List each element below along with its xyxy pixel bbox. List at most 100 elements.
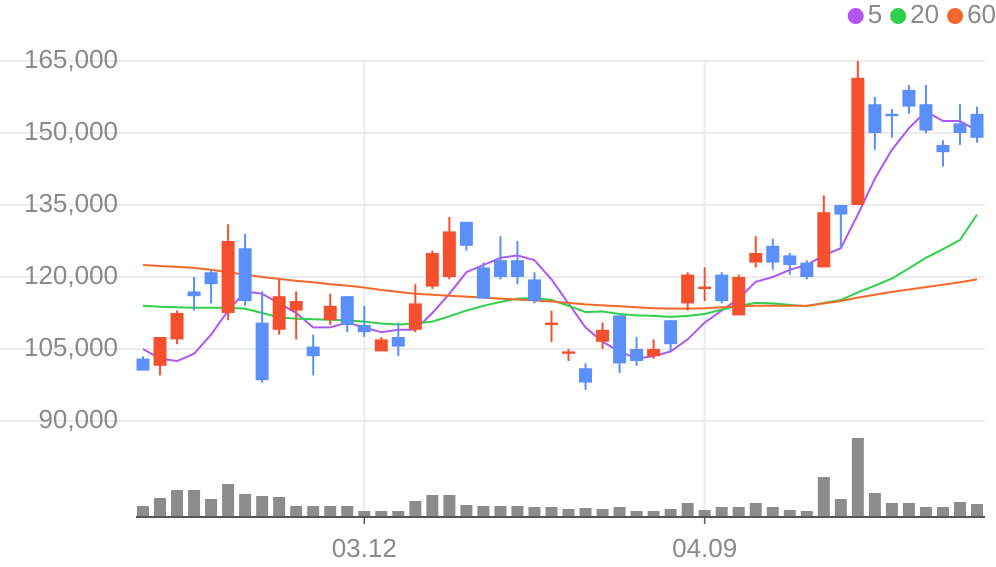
y-tick-label: 150,000 [24, 116, 118, 146]
y-tick-label: 105,000 [24, 332, 118, 362]
volume-bar [681, 503, 694, 517]
candle-body [732, 277, 746, 316]
candle-body [221, 241, 235, 313]
candle-body [289, 301, 303, 311]
legend-label: 60 [967, 0, 996, 29]
y-tick-label: 90,000 [38, 404, 118, 434]
candle-body [562, 351, 576, 354]
candle-body [255, 322, 269, 381]
candle-body [936, 145, 950, 153]
candle-body [715, 274, 729, 301]
legend-label: 5 [868, 0, 882, 29]
legend-label: 20 [910, 0, 939, 29]
candle-body [238, 248, 252, 301]
candle-body [323, 305, 337, 321]
volume-bar [324, 506, 337, 517]
volume-bar [562, 509, 575, 517]
candle-body [902, 89, 916, 107]
volume-bar [766, 507, 779, 517]
candle-body [527, 279, 541, 301]
candle-body [817, 212, 831, 268]
volume-bar [239, 494, 252, 517]
candle-body [272, 296, 286, 330]
volume-bar [630, 511, 643, 517]
candle-body [476, 267, 490, 299]
volume-bar [256, 496, 269, 517]
candle-body [664, 320, 678, 345]
volume-bar [596, 509, 609, 517]
volume-bar [868, 493, 881, 517]
volume-bar [188, 490, 201, 517]
candle-body [630, 349, 644, 361]
volume-bar [919, 507, 932, 517]
candle-body [596, 329, 610, 342]
ma-line [142, 214, 978, 326]
volume-bar [477, 506, 490, 517]
volume-bar [664, 509, 677, 517]
candle-body [170, 313, 184, 340]
candle-body [953, 123, 967, 133]
candle-body [766, 245, 780, 263]
volume-bar [902, 503, 915, 517]
volume-bar [137, 506, 149, 517]
candle-body [868, 104, 882, 133]
volume-bar [290, 506, 303, 517]
candle-body [425, 253, 439, 287]
candle-body [187, 291, 201, 297]
volume-bar [494, 506, 507, 517]
volume-bar [205, 499, 218, 517]
volume-bar [817, 477, 830, 517]
candle-body [306, 346, 320, 357]
volume-bar [375, 511, 388, 517]
volume-bar [222, 484, 235, 517]
x-tick-label: 04.09 [672, 533, 737, 563]
volume-bar [936, 507, 949, 517]
legend-marker [890, 8, 907, 24]
candle-body [698, 286, 712, 289]
candle-body [681, 274, 695, 304]
y-tick-label: 135,000 [24, 188, 118, 218]
candle-body [613, 315, 627, 364]
volume-bar [715, 507, 728, 517]
volume-bar [885, 503, 898, 517]
volume-bar [307, 506, 320, 517]
volume-bar [460, 505, 473, 517]
volume-bar [528, 507, 541, 517]
candle-body [834, 205, 848, 215]
candle-body [885, 113, 899, 117]
legend-marker [847, 8, 864, 24]
candle-body [340, 296, 354, 325]
volume-bar [358, 511, 371, 517]
candle-body [919, 104, 933, 131]
candle-body [153, 337, 167, 366]
volume-bar [953, 502, 966, 517]
candle-body [749, 253, 763, 263]
volume-bar [409, 501, 422, 517]
candle-body [544, 322, 558, 325]
volume-bar [800, 511, 813, 517]
volume-bar [426, 495, 439, 517]
volume-bar [732, 507, 745, 517]
volume-bar [851, 438, 864, 517]
legend-marker [947, 8, 964, 24]
candle-body [579, 368, 593, 383]
candle-body [800, 262, 814, 277]
volume-bar [171, 490, 184, 517]
volume-bar [443, 495, 456, 517]
volume-bar [341, 506, 354, 517]
candle-body [408, 303, 422, 330]
y-tick-label: 120,000 [24, 260, 118, 290]
volume-bar [647, 511, 660, 517]
volume-bar [749, 503, 762, 517]
volume-bar [392, 511, 405, 517]
x-tick-label: 03.12 [332, 533, 397, 563]
volume-bar [511, 506, 524, 517]
candle-body [442, 231, 456, 277]
volume-bar [971, 504, 983, 517]
volume-bar [834, 499, 847, 517]
candle-body [493, 260, 507, 277]
candle-body [204, 272, 218, 285]
candle-body [459, 221, 473, 246]
volume-bar [613, 507, 626, 517]
